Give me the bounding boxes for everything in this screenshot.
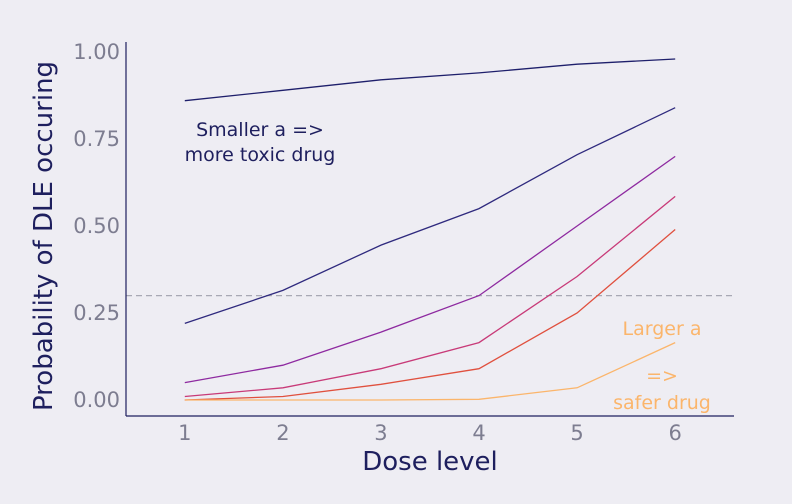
series-line-5 (184, 229, 676, 401)
x-tick-label: 1 (178, 421, 191, 445)
x-tick-label: 3 (374, 421, 387, 445)
annotation-text-1: Smaller a => (196, 119, 324, 141)
series-line-1 (184, 58, 676, 102)
x-tick-label: 5 (570, 421, 583, 445)
series-line-3 (184, 155, 676, 384)
series-line-2 (184, 107, 676, 325)
annotation-text-2: => (646, 365, 678, 387)
plot-area (126, 58, 734, 401)
y-tick-label: 1.00 (73, 40, 120, 64)
x-tick-label: 2 (276, 421, 289, 445)
x-tick-label: 6 (668, 421, 681, 445)
y-tick-label: 0.50 (73, 214, 120, 238)
y-tick-label: 0.25 (73, 301, 120, 325)
annotation-text-2: Larger a (623, 318, 702, 340)
series-line-4 (184, 195, 676, 398)
annotation-text-1: more toxic drug (185, 144, 336, 166)
y-tick-label: 0.00 (73, 388, 120, 412)
y-axis-title: Probability of DLE occuring (29, 61, 59, 411)
x-axis-title: Dose level (362, 447, 498, 477)
annotation-text-2: safer drug (613, 392, 711, 414)
x-tick-label: 4 (472, 421, 485, 445)
annotations: Smaller a => more toxic drug Larger a => saf… (185, 119, 711, 414)
series-line-6 (184, 342, 676, 401)
y-tick-label: 0.75 (73, 127, 120, 151)
